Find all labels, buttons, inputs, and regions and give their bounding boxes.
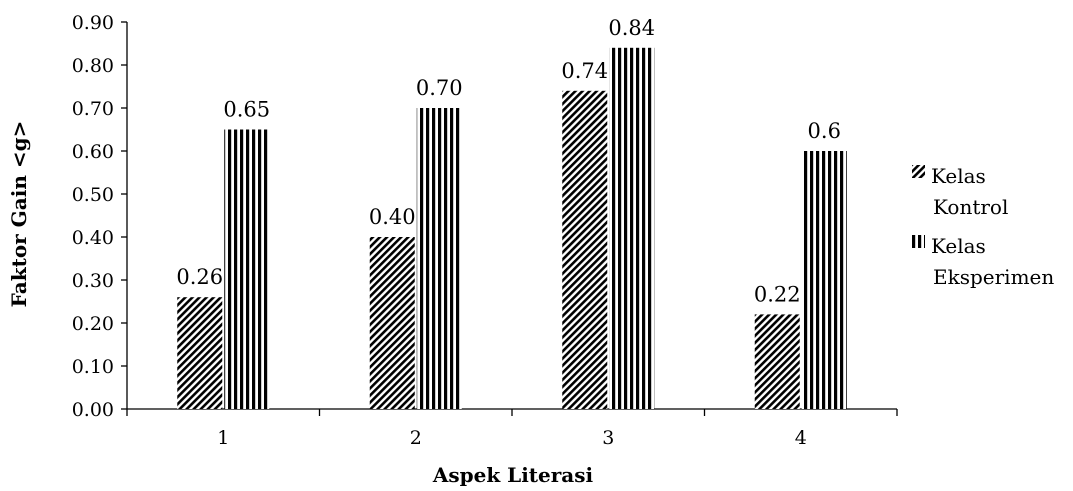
legend-label: Kelas bbox=[931, 164, 986, 188]
bar-value-label: 0.40 bbox=[369, 205, 416, 229]
data-labels: 0.26 0.40 0.74 0.22 0.65 0.70 0.84 0.6 bbox=[176, 16, 841, 307]
bar-value-label: 0.26 bbox=[176, 265, 223, 289]
y-tick-label: 0.90 bbox=[72, 12, 114, 34]
y-tick-label: 0.20 bbox=[72, 313, 114, 335]
bar-value-label: 0.65 bbox=[223, 98, 270, 122]
y-tick-label: 0.60 bbox=[72, 141, 114, 163]
y-tick-label: 0.30 bbox=[72, 270, 114, 292]
bar-eksperimen bbox=[416, 108, 462, 409]
legend-label: Kelas bbox=[931, 234, 986, 258]
legend-label: Eksperimen bbox=[933, 265, 1054, 289]
bar-eksperimen bbox=[801, 151, 847, 409]
bar-kontrol bbox=[177, 297, 223, 409]
bar-eksperimen bbox=[224, 129, 270, 409]
bar-value-label: 0.70 bbox=[416, 76, 463, 100]
legend-label: Kontrol bbox=[933, 195, 1008, 219]
bar-kontrol bbox=[369, 237, 415, 409]
y-tick-label: 0.80 bbox=[72, 55, 114, 77]
y-axis-title: Faktor Gain <g> bbox=[7, 121, 31, 308]
bars bbox=[177, 47, 847, 410]
y-tick-label: 0.00 bbox=[72, 399, 114, 421]
x-axis: 1 2 3 4 bbox=[126, 408, 898, 449]
bar-eksperimen bbox=[609, 47, 655, 410]
legend-swatch bbox=[912, 235, 925, 248]
y-tick-label: 0.50 bbox=[72, 184, 114, 206]
bar-value-label: 0.6 bbox=[808, 119, 841, 143]
bar-value-label: 0.22 bbox=[754, 282, 801, 306]
x-axis-title: Aspek Literasi bbox=[432, 463, 594, 487]
bar-kontrol bbox=[754, 314, 800, 409]
x-tick-label: 3 bbox=[602, 427, 614, 449]
bar-kontrol bbox=[562, 90, 608, 410]
y-tick-label: 0.70 bbox=[72, 98, 114, 120]
legend-swatch bbox=[912, 165, 925, 178]
bar-value-label: 0.84 bbox=[608, 16, 655, 40]
bar-value-label: 0.74 bbox=[561, 59, 608, 83]
y-axis: 0.00 0.10 0.20 0.30 0.40 0.50 0.60 0.70 0.80 0.90 bbox=[72, 12, 128, 421]
y-tick-label: 0.40 bbox=[72, 227, 114, 249]
legend: Kelas Kontrol Kelas Eksperimen bbox=[912, 164, 1054, 289]
x-tick-label: 1 bbox=[217, 427, 229, 449]
x-tick-label: 2 bbox=[410, 427, 422, 449]
x-tick-label: 4 bbox=[795, 427, 807, 449]
y-tick-label: 0.10 bbox=[72, 356, 114, 378]
